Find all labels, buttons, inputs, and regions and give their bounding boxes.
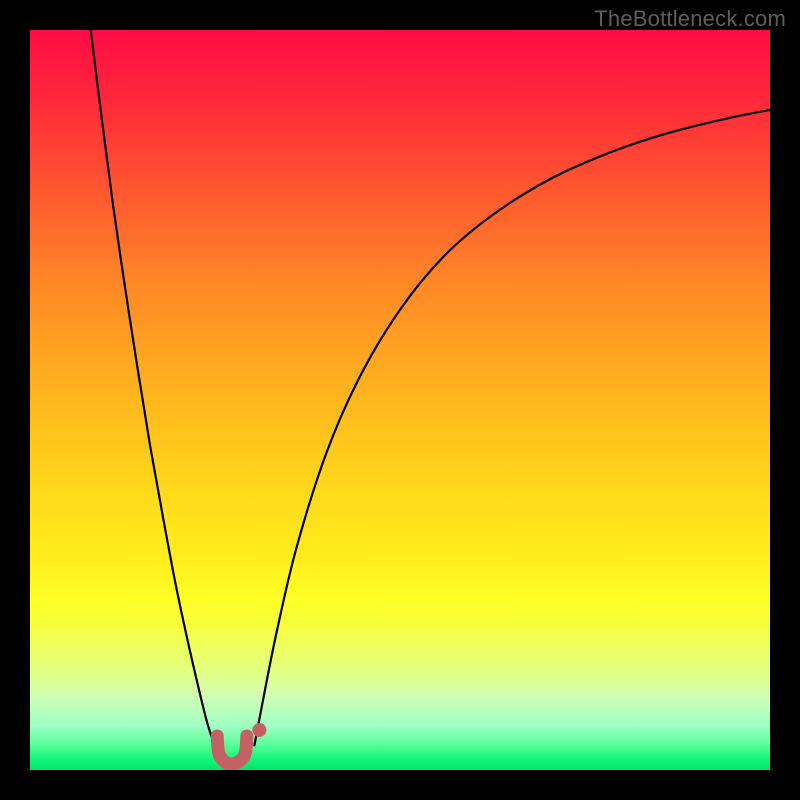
plot-area <box>30 30 770 770</box>
valley-u-marker <box>217 736 247 764</box>
valley-dot-marker <box>252 723 266 737</box>
left-curve <box>91 30 215 746</box>
right-curve <box>254 110 770 746</box>
plot-curves-layer <box>30 30 770 770</box>
chart-outer-frame: TheBottleneck.com <box>0 0 800 800</box>
attribution-watermark: TheBottleneck.com <box>594 6 786 32</box>
